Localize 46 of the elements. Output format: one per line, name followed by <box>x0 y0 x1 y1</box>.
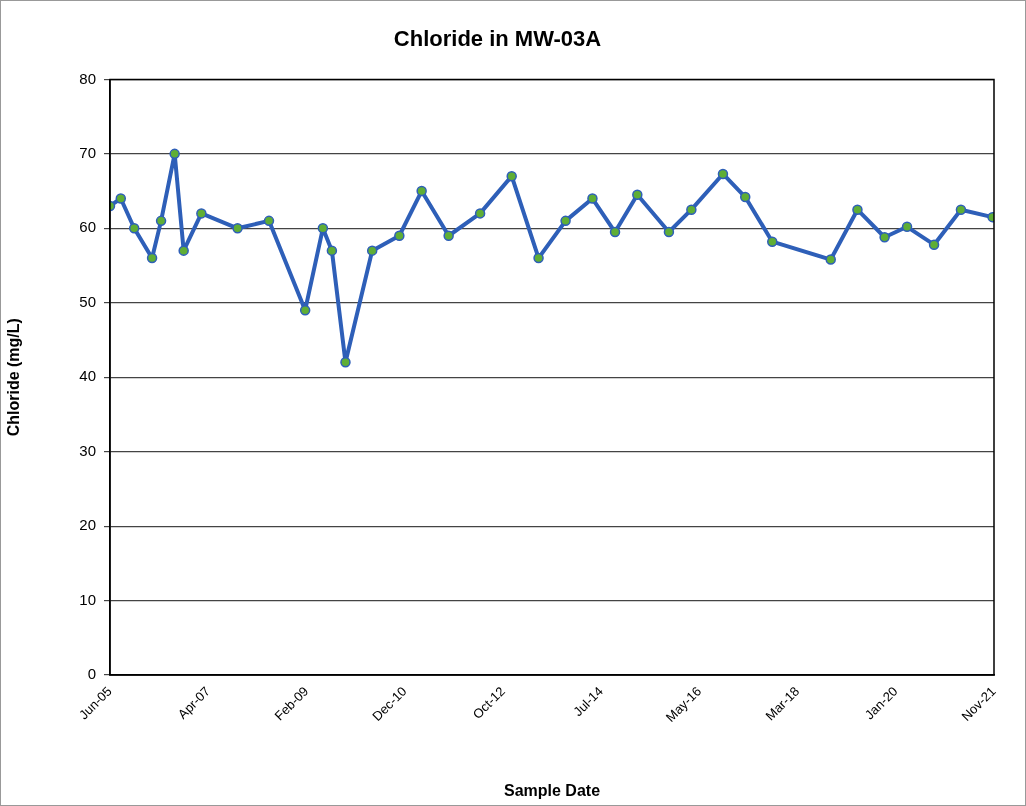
y-axis-title: Chloride (mg/L) <box>5 318 23 437</box>
point <box>717 168 729 180</box>
point <box>587 193 598 204</box>
point <box>232 223 243 234</box>
point <box>686 204 697 215</box>
point <box>609 226 621 238</box>
point <box>443 230 454 241</box>
y-tick-label: 80 <box>79 69 96 87</box>
y-tick-label: 20 <box>79 516 96 534</box>
point <box>632 189 643 201</box>
point <box>740 191 751 203</box>
point <box>663 226 675 238</box>
point <box>317 223 329 234</box>
point <box>263 215 275 227</box>
y-tick-label: 0 <box>87 665 96 683</box>
point <box>506 170 517 182</box>
point <box>394 230 405 241</box>
y-tick-label: 60 <box>79 218 96 236</box>
chart-title: Chloride in MW-03A <box>393 26 602 52</box>
point <box>852 204 863 215</box>
point <box>879 231 890 243</box>
x-axis-title: Sample Date <box>503 781 601 799</box>
point <box>128 223 140 234</box>
y-tick-label: 30 <box>79 441 96 459</box>
point <box>928 239 940 250</box>
point <box>196 208 207 219</box>
point <box>825 254 836 265</box>
point <box>533 252 544 264</box>
y-tick-label: 40 <box>79 367 96 385</box>
y-tick-label: 10 <box>79 590 96 608</box>
point <box>326 245 338 256</box>
point <box>146 252 158 264</box>
y-tick-label: 70 <box>79 143 96 161</box>
point <box>155 215 167 227</box>
point <box>169 148 180 160</box>
point <box>474 208 486 219</box>
point <box>901 221 913 233</box>
point <box>416 185 427 197</box>
point <box>767 236 778 247</box>
point <box>366 245 378 256</box>
point <box>115 193 127 204</box>
point <box>955 204 967 215</box>
point <box>340 357 351 368</box>
y-tick-label: 50 <box>79 292 96 310</box>
point <box>178 245 189 256</box>
point <box>560 215 571 227</box>
